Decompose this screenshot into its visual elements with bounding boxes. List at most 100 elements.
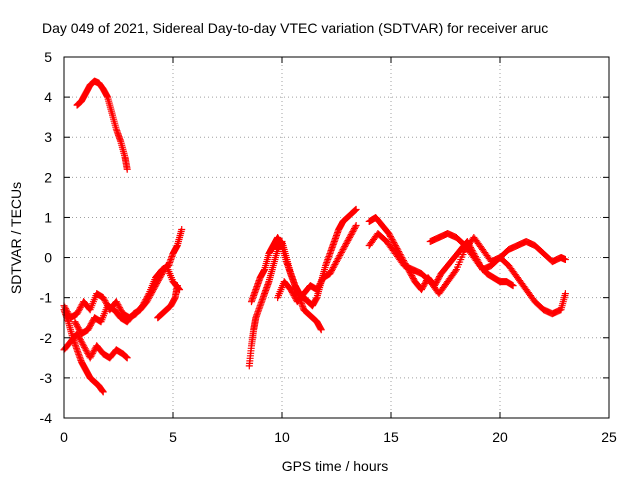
data-point: [386, 231, 394, 239]
data-point: [318, 277, 326, 285]
data-point: [80, 343, 88, 351]
data-point: [76, 334, 84, 342]
data-point: [83, 348, 91, 356]
data-point: [288, 289, 296, 297]
data-point: [64, 309, 72, 317]
data-point: [341, 243, 349, 251]
data-point: [117, 307, 125, 315]
series-track-h: [274, 221, 360, 306]
data-point: [112, 298, 120, 306]
y-axis-label: SDTVAR / TECUs: [8, 182, 24, 294]
y-tick-label: 2: [44, 169, 52, 185]
data-point: [344, 237, 352, 245]
data-point: [337, 249, 345, 257]
data-point: [389, 237, 397, 245]
data-point: [338, 247, 346, 255]
data-point: [73, 322, 81, 330]
data-point: [418, 286, 426, 294]
data-point: [87, 352, 95, 360]
x-tick-labels: 0 5 10 15 20 25: [60, 429, 617, 445]
data-point: [288, 287, 296, 295]
data-point: [113, 299, 121, 307]
x-tick-label: 15: [383, 429, 399, 445]
series-track-k: [426, 229, 569, 274]
data-point: [328, 267, 336, 275]
data-point: [333, 258, 340, 266]
data-point: [350, 226, 358, 234]
data-point: [386, 232, 394, 240]
data-point: [154, 277, 162, 285]
data-point: [88, 351, 96, 359]
data-point: [73, 310, 81, 318]
data-point: [333, 256, 341, 264]
data-point: [329, 264, 337, 272]
data-point: [290, 292, 298, 300]
y-tick-label: 4: [44, 89, 52, 105]
data-point: [61, 303, 69, 311]
data-point: [86, 323, 94, 331]
data-point: [146, 292, 154, 300]
data-point: [409, 275, 417, 283]
data-point: [342, 240, 350, 248]
data-point: [75, 307, 83, 315]
y-tick-label: -3: [40, 370, 53, 386]
data-point: [434, 276, 442, 284]
data-point: [157, 272, 165, 280]
data-point: [82, 346, 90, 354]
data-point: [153, 278, 161, 286]
data-point: [387, 234, 395, 242]
data-point: [351, 223, 359, 231]
data-point: [80, 342, 88, 350]
data-point: [156, 274, 164, 282]
data-point: [509, 282, 517, 290]
data-point: [332, 259, 340, 267]
x-tick-label: 20: [492, 429, 508, 445]
data-point: [89, 349, 97, 357]
data-point: [62, 305, 70, 313]
data-point: [385, 229, 393, 237]
data-point: [101, 297, 109, 305]
data-point: [335, 253, 343, 261]
series-track-e: [154, 282, 181, 322]
data-point: [74, 308, 82, 316]
data-point: [418, 284, 426, 292]
series-track-i: [365, 213, 517, 294]
series-track-d: [71, 262, 184, 338]
series-early-peak: [73, 77, 131, 173]
data-point: [88, 318, 96, 326]
plot-frame: [63, 56, 610, 419]
data-point: [158, 269, 166, 277]
data-point: [315, 281, 323, 289]
data-point: [339, 246, 347, 254]
data-point: [317, 326, 325, 334]
data-point: [143, 298, 151, 306]
x-tick-label: 25: [601, 429, 617, 445]
data-point: [352, 221, 360, 229]
data-point: [340, 244, 348, 252]
data-point: [116, 304, 124, 312]
data-point: [81, 345, 89, 353]
axis-ticks: [63, 56, 610, 419]
data-point: [388, 236, 396, 244]
data-point: [150, 284, 158, 292]
data-point: [158, 271, 166, 279]
data-point: [352, 205, 360, 213]
data-point: [326, 270, 334, 278]
data-point: [145, 293, 153, 301]
data-point: [350, 224, 358, 232]
y-tick-label: -4: [40, 410, 53, 426]
data-point: [315, 283, 323, 291]
data-point: [153, 280, 161, 288]
x-tick-label: 5: [169, 429, 177, 445]
data-point: [421, 280, 429, 288]
data-point: [327, 268, 335, 276]
data-point: [347, 230, 355, 238]
data-point: [72, 319, 80, 327]
y-tick-label: 1: [44, 209, 52, 225]
data-point: [436, 273, 444, 281]
data-point: [331, 261, 339, 269]
data-point: [409, 273, 417, 281]
data-point: [114, 301, 122, 309]
data-point: [123, 165, 131, 173]
data-points: [60, 77, 569, 396]
